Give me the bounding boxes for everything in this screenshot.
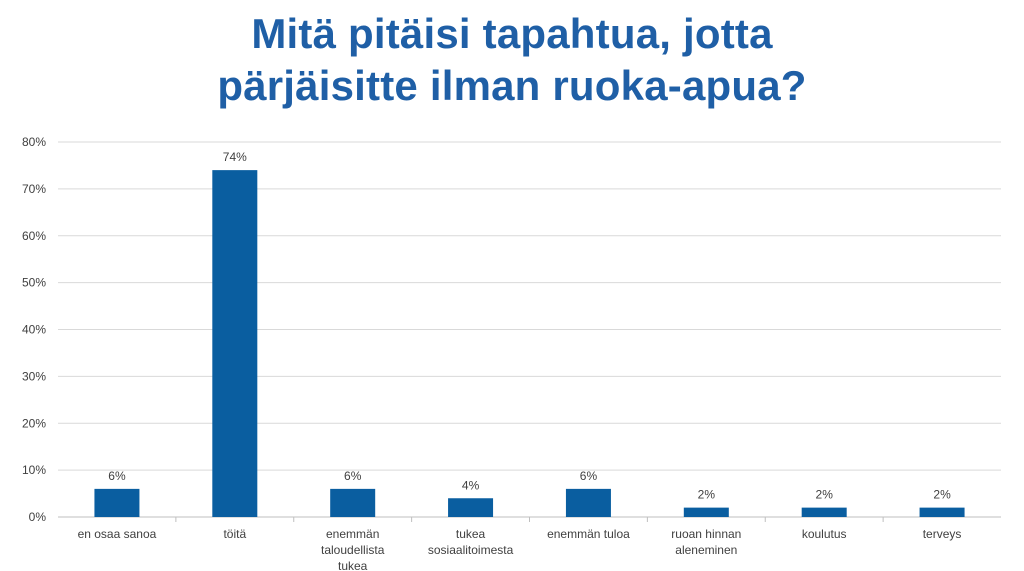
category-label: enemmän tuloa [547,527,630,541]
y-axis-tick-labels: 0% 10% 20% 30% 40% 50% 60% 70% 80% [22,135,46,524]
bar [919,507,965,517]
data-label: 6% [344,469,362,483]
chart-title-line-2: pärjäisitte ilman ruoka-apua? [217,62,807,109]
y-tick-label: 30% [22,369,46,383]
data-label: 6% [580,469,598,483]
data-labels: 6% 74% 6% 4% 6% 2% 2% 2% [108,150,951,502]
y-tick-label: 40% [22,323,46,337]
chart-title: Mitä pitäisi tapahtua, jotta pärjäisitte… [0,8,1024,112]
bar [683,507,729,517]
category-label: enemmän taloudellista tukea [321,527,385,571]
gridlines [58,141,1001,522]
data-label: 4% [462,478,480,492]
bar [330,488,376,517]
y-tick-label: 10% [22,463,46,477]
bar [94,488,140,517]
data-label: 6% [108,469,126,483]
category-label: en osaa sanoa [78,527,157,541]
data-label: 2% [933,488,951,502]
y-tick-label: 0% [29,510,47,524]
data-label: 2% [816,488,834,502]
bar [448,498,494,517]
bar [801,507,847,517]
category-label: töitä [223,527,246,541]
bar [565,488,611,517]
chart-title-line-1: Mitä pitäisi tapahtua, jotta [251,10,773,57]
category-label: koulutus [802,527,847,541]
bar [212,170,258,517]
y-tick-label: 70% [22,182,46,196]
x-axis-category-labels: en osaa sanoa töitä enemmän taloudellista tu… [78,527,962,571]
y-tick-label: 50% [22,276,46,290]
category-label: ruoan hinnan aleneminen [671,527,741,557]
bars [94,170,965,517]
y-tick-label: 20% [22,416,46,430]
category-label: terveys [923,527,962,541]
y-tick-label: 60% [22,229,46,243]
category-label: tukea sosiaalitoimesta [428,527,514,557]
y-tick-label: 80% [22,135,46,149]
data-label: 2% [698,488,716,502]
data-label: 74% [223,150,247,164]
